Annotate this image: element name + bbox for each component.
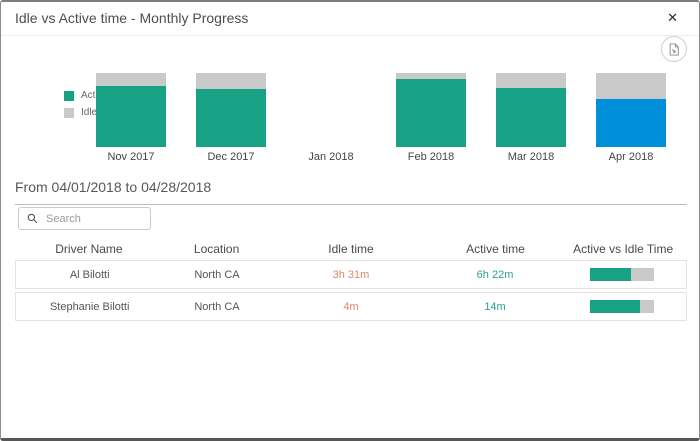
table-row[interactable]: Al Bilotti North CA 3h 31m 6h 22m bbox=[15, 260, 687, 289]
column-header: Active time bbox=[466, 242, 525, 256]
stacked-bar bbox=[96, 73, 166, 147]
dialog-header: Idle vs Active time - Monthly Progress ✕ bbox=[1, 2, 699, 36]
month-bar-apr-2018[interactable]: Apr 2018 bbox=[581, 73, 681, 163]
active-segment bbox=[196, 89, 266, 147]
month-bar-nov-2017[interactable]: Nov 2017 bbox=[81, 73, 181, 163]
active-time-cell: 6h 22m bbox=[476, 268, 514, 281]
driver-name-cell: Stephanie Bilotti bbox=[49, 300, 130, 313]
date-range-heading: From 04/01/2018 to 04/28/2018 bbox=[15, 179, 687, 205]
idle-segment bbox=[396, 73, 466, 79]
column-header: Idle time bbox=[328, 242, 374, 256]
month-label: Apr 2018 bbox=[608, 151, 654, 163]
idle-segment bbox=[196, 73, 266, 89]
location-cell: North CA bbox=[194, 268, 240, 281]
month-label: Feb 2018 bbox=[407, 151, 455, 163]
driver-name-cell: Al Bilotti bbox=[69, 268, 110, 281]
active-segment bbox=[396, 79, 466, 147]
column-header: Driver Name bbox=[55, 242, 123, 256]
stacked-bar bbox=[496, 73, 566, 147]
stacked-bar bbox=[396, 73, 466, 147]
legend-swatch bbox=[64, 90, 74, 101]
idle-segment bbox=[496, 73, 566, 88]
column-header: Active vs Idle Time bbox=[573, 242, 674, 256]
active-segment bbox=[596, 99, 666, 147]
stacked-bar bbox=[596, 73, 666, 147]
idle-time-cell: 3h 31m bbox=[332, 268, 370, 281]
active-vs-idle-bar bbox=[590, 268, 655, 281]
active-segment bbox=[496, 88, 566, 147]
table-row[interactable]: Stephanie Bilotti North CA 4m 14m bbox=[15, 292, 687, 321]
location-cell: North CA bbox=[194, 300, 240, 313]
active-vs-idle-cell bbox=[559, 300, 686, 313]
active-vs-idle-cell bbox=[559, 268, 686, 281]
legend-swatch bbox=[64, 107, 74, 118]
active-segment bbox=[96, 86, 166, 147]
month-label: Jan 2018 bbox=[308, 151, 354, 163]
idle-segment bbox=[96, 73, 166, 86]
search-input[interactable] bbox=[44, 211, 150, 226]
active-vs-idle-bar bbox=[590, 300, 655, 313]
table-header-row: Driver Name Location Idle time Active time A… bbox=[15, 242, 687, 256]
column-header: Location bbox=[193, 242, 240, 256]
table-body: Al Bilotti North CA 3h 31m 6h 22m Stephanie … bbox=[15, 260, 687, 321]
month-label: Mar 2018 bbox=[507, 151, 555, 163]
month-bar-feb-2018[interactable]: Feb 2018 bbox=[381, 73, 481, 163]
search-icon bbox=[27, 213, 38, 224]
drivers-table: Driver Name Location Idle time Active time A… bbox=[15, 242, 687, 324]
month-label: Dec 2017 bbox=[207, 151, 255, 163]
stacked-bar bbox=[196, 73, 266, 147]
stacked-bar bbox=[296, 73, 366, 147]
month-bar-mar-2018[interactable]: Mar 2018 bbox=[481, 73, 581, 163]
idle-segment bbox=[596, 73, 666, 99]
active-time-cell: 14m bbox=[484, 300, 506, 313]
active-portion bbox=[590, 300, 641, 313]
active-portion bbox=[590, 268, 632, 281]
search-box[interactable] bbox=[18, 207, 151, 230]
export-button[interactable] bbox=[661, 36, 687, 62]
dialog-title: Idle vs Active time - Monthly Progress bbox=[15, 10, 249, 26]
month-label: Nov 2017 bbox=[107, 151, 155, 163]
close-icon[interactable]: ✕ bbox=[667, 10, 678, 25]
export-report-icon bbox=[669, 42, 679, 56]
idle-time-cell: 4m bbox=[343, 300, 359, 313]
month-bar-jan-2018[interactable]: Jan 2018 bbox=[281, 73, 381, 163]
month-bar-dec-2017[interactable]: Dec 2017 bbox=[181, 73, 281, 163]
chart-bars: Nov 2017 Dec 2017 Jan 2018 Feb 2018 Mar 2018… bbox=[1, 2, 699, 167]
